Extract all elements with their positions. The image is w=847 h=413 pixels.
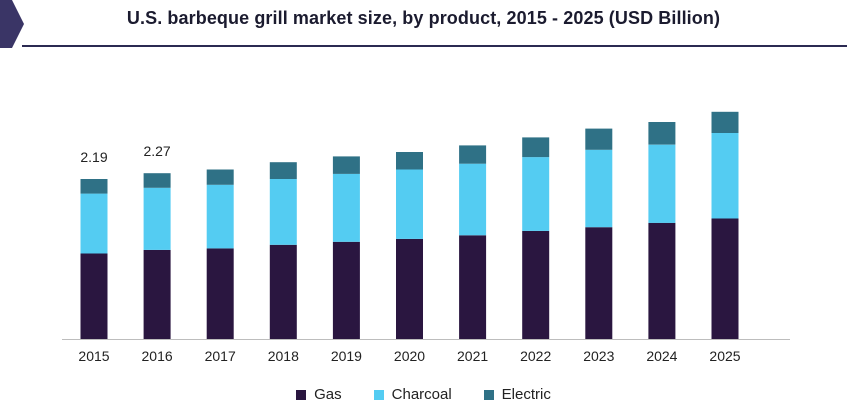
bar-charcoal-2024 — [648, 144, 676, 223]
x-tick-label-2023: 2023 — [583, 348, 614, 364]
bar-gas-2023 — [585, 227, 613, 339]
x-tick-label-2018: 2018 — [268, 348, 299, 364]
legend: Gas Charcoal Electric — [0, 386, 847, 403]
bar-gas-2015 — [80, 253, 108, 339]
bar-charcoal-2019 — [332, 173, 360, 242]
legend-swatch-electric — [483, 389, 494, 400]
legend-item-charcoal: Charcoal — [373, 386, 452, 403]
bar-gas-2020 — [396, 238, 423, 339]
bar-electric-2024 — [648, 122, 676, 145]
bar-electric-2023 — [585, 128, 613, 150]
x-tick-label-2017: 2017 — [205, 348, 236, 364]
bar-charcoal-2023 — [585, 149, 613, 228]
corner-accent — [0, 0, 24, 48]
bar-electric-2025 — [711, 111, 739, 133]
bar-gas-2018 — [269, 244, 297, 339]
bar-charcoal-2020 — [396, 169, 423, 239]
legend-swatch-charcoal — [373, 389, 384, 400]
bar-electric-2021 — [459, 145, 487, 164]
x-tick-label-2024: 2024 — [646, 348, 677, 364]
legend-item-gas: Gas — [296, 386, 342, 403]
legend-label-charcoal: Charcoal — [391, 386, 452, 403]
bar-charcoal-2018 — [269, 179, 297, 245]
bar-electric-2020 — [396, 152, 423, 170]
bar-electric-2015 — [80, 179, 108, 194]
bar-gas-2016 — [143, 249, 171, 339]
bar-charcoal-2025 — [711, 133, 739, 219]
x-tick-label-2025: 2025 — [709, 348, 740, 364]
x-tick-label-2021: 2021 — [457, 348, 488, 364]
bar-charcoal-2017 — [206, 184, 234, 249]
bar-gas-2021 — [459, 235, 487, 339]
bar-charcoal-2022 — [522, 157, 550, 231]
bar-electric-2019 — [332, 156, 360, 174]
bar-charcoal-2016 — [143, 187, 171, 250]
legend-label-gas: Gas — [314, 386, 342, 403]
x-tick-label-2019: 2019 — [331, 348, 362, 364]
bar-charcoal-2015 — [80, 193, 108, 254]
bar-gas-2017 — [206, 248, 234, 339]
legend-item-electric: Electric — [483, 386, 551, 403]
bar-gas-2025 — [711, 218, 739, 339]
bar-electric-2016 — [143, 173, 171, 188]
legend-swatch-gas — [296, 389, 307, 400]
x-tick-label-2015: 2015 — [78, 348, 109, 364]
chart-title: U.S. barbeque grill market size, by prod… — [126, 8, 721, 28]
bar-electric-2018 — [269, 162, 297, 179]
x-tick-label-2016: 2016 — [142, 348, 173, 364]
data-label-2016: 2.27 — [143, 143, 170, 159]
corner-accent-shape — [0, 0, 24, 48]
data-label-2015: 2.19 — [80, 149, 107, 165]
bar-gas-2019 — [332, 241, 360, 339]
bar-charcoal-2021 — [459, 163, 487, 236]
title-divider — [22, 45, 847, 47]
x-tick-label-2020: 2020 — [394, 348, 425, 364]
bar-electric-2017 — [206, 169, 234, 185]
legend-label-electric: Electric — [501, 386, 551, 403]
bar-gas-2024 — [648, 222, 676, 339]
bar-electric-2022 — [522, 137, 550, 158]
x-tick-label-2022: 2022 — [520, 348, 551, 364]
bar-gas-2022 — [522, 230, 550, 339]
